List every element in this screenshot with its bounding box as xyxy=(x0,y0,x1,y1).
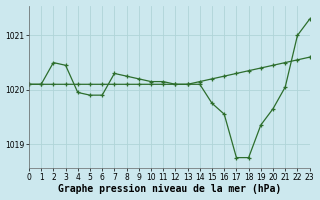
X-axis label: Graphe pression niveau de la mer (hPa): Graphe pression niveau de la mer (hPa) xyxy=(58,184,281,194)
